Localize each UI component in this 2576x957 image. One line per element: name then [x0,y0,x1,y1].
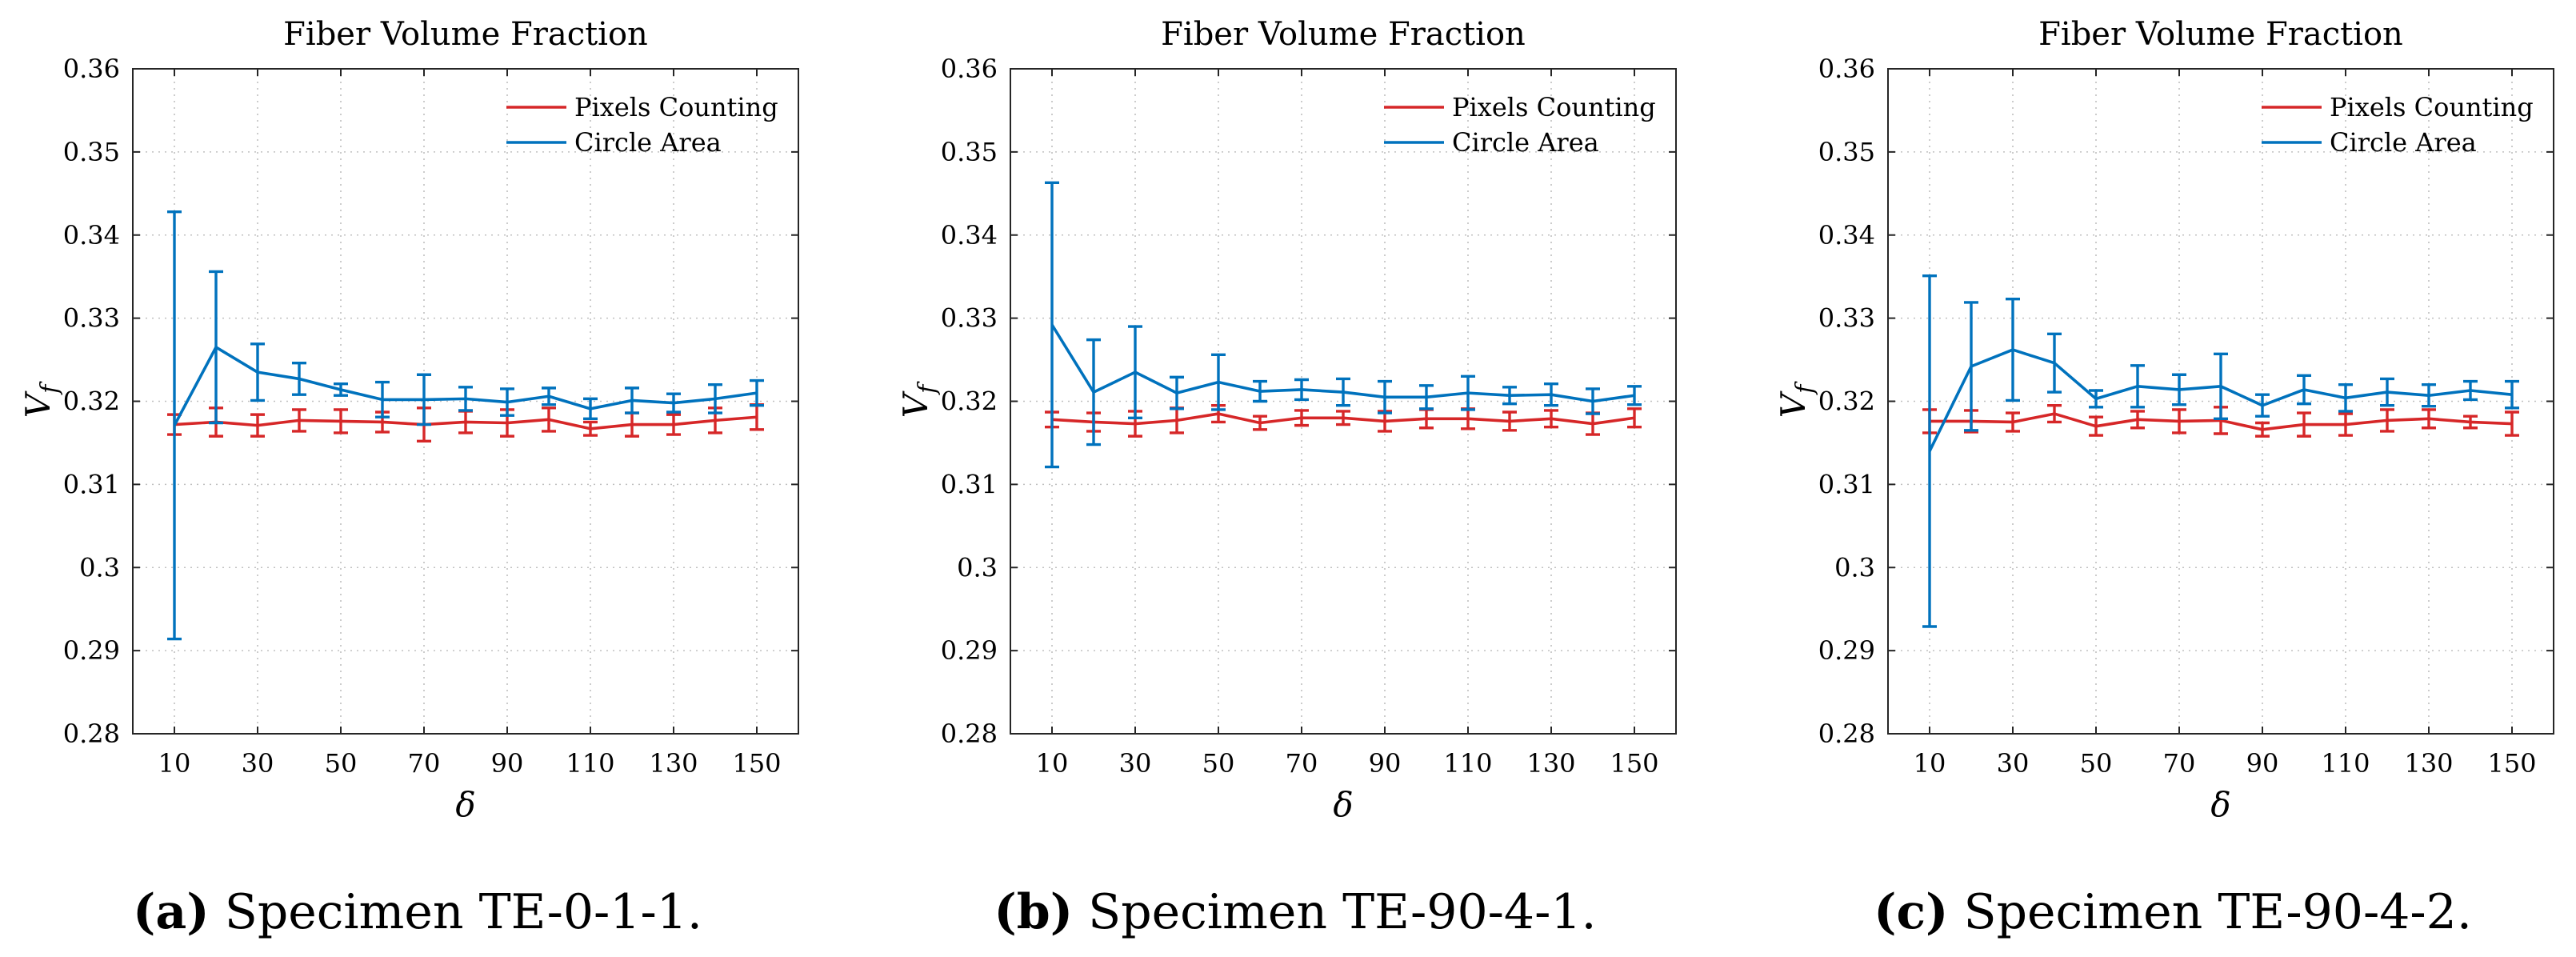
y-tick-label: 0.32 [63,386,120,417]
x-tick-label: 10 [1036,748,1069,779]
x-tick-label: 10 [158,748,191,779]
x-tick-label: 50 [1202,748,1235,779]
legend: Pixels Counting Circle Area [1384,92,1656,158]
y-tick-label: 0.35 [63,137,120,167]
x-tick-label: 50 [2080,748,2113,779]
y-tick-label: 0.35 [1818,137,1875,167]
x-tick-label: 90 [491,748,524,779]
x-tick-label: 130 [1526,748,1575,779]
y-tick-label: 0.33 [1818,303,1875,334]
legend-label: Pixels Counting [2330,92,2534,122]
series-circle-area [1922,274,2519,628]
y-tick-label: 0.29 [63,635,120,666]
figure-caption: (c) Specimen TE-90-4-2. [1874,884,2472,940]
chart-title: Fiber Volume Fraction [1161,16,1526,53]
series-line [1050,323,1635,403]
y-tick-label: 0.31 [63,469,120,499]
x-tick-label: 70 [1286,748,1318,779]
chart-panel-1: 0.28 0.29 0.3 0.31 0.32 0.33 0.34 0.35 0.36 10 30 5… [18,16,799,940]
y-tick-label: 0.36 [941,54,998,84]
series-line [173,346,758,426]
legend-label: Pixels Counting [574,92,778,122]
x-tick-label: 30 [1997,748,2030,779]
legend: Pixels Counting Circle Area [2262,92,2534,158]
y-tick-label: 0.34 [1818,220,1875,250]
y-tick-label: 0.32 [941,386,998,417]
series-line [1928,348,2513,452]
series-line [1930,412,2513,431]
series-circle-area [1045,181,1642,469]
x-axis-label: δ [2210,785,2230,824]
chart-panel-3: 0.28 0.29 0.3 0.31 0.32 0.33 0.34 0.35 0.36 10 30 5… [1774,16,2554,940]
y-tick-label: 0.29 [941,635,998,666]
x-tick-label: 30 [242,748,274,779]
chart-title: Fiber Volume Fraction [2038,16,2403,53]
y-tick-label: 0.29 [1818,635,1875,666]
y-tick-label: 0.3 [79,552,120,583]
x-tick-label: 110 [2321,748,2370,779]
series-line [1051,412,1635,426]
figure-caption: (a) Specimen TE-0-1-1. [133,884,702,940]
y-tick-label: 0.3 [1834,552,1875,583]
y-tick-label: 0.31 [1818,469,1875,499]
x-tick-label: 110 [1443,748,1492,779]
y-axis-label: Vf [896,381,942,418]
x-tick-label: 10 [1914,748,1946,779]
x-tick-label: 150 [732,748,781,779]
x-tick-label: 30 [1119,748,1152,779]
series-circle-area [167,210,764,641]
x-tick-label: 150 [1610,748,1658,779]
chart-title: Fiber Volume Fraction [283,16,648,53]
legend-label: Circle Area [1452,127,1599,158]
y-tick-label: 0.34 [63,220,120,250]
y-tick-label: 0.31 [941,469,998,499]
y-tick-label: 0.36 [63,54,120,84]
legend-label: Circle Area [574,127,722,158]
y-tick-label: 0.32 [1818,386,1875,417]
x-axis-label: δ [455,785,475,824]
legend-label: Pixels Counting [1452,92,1656,122]
legend-label: Circle Area [2330,127,2477,158]
series-line [174,415,758,430]
y-tick-label: 0.34 [941,220,998,250]
y-tick-label: 0.36 [1818,54,1875,84]
x-tick-label: 130 [649,748,698,779]
chart-panel-2: 0.28 0.29 0.3 0.31 0.32 0.33 0.34 0.35 0.36 10 30 5… [896,16,1677,940]
y-tick-label: 0.33 [941,303,998,334]
legend: Pixels Counting Circle Area [506,92,778,158]
x-axis-label: δ [1333,785,1353,824]
y-tick-label: 0.28 [941,719,998,749]
x-tick-label: 90 [2246,748,2279,779]
x-tick-label: 110 [566,748,614,779]
figure-caption: (b) Specimen TE-90-4-1. [994,884,1596,940]
x-tick-label: 70 [2163,748,2196,779]
x-tick-label: 50 [325,748,358,779]
x-tick-label: 130 [2404,748,2453,779]
y-tick-label: 0.28 [1818,719,1875,749]
x-tick-label: 150 [2487,748,2536,779]
y-tick-label: 0.3 [957,552,998,583]
y-tick-label: 0.28 [63,719,120,749]
y-axis-label: Vf [1774,381,1819,418]
y-axis-label: Vf [18,381,64,418]
x-tick-label: 90 [1369,748,1402,779]
y-tick-label: 0.35 [941,137,998,167]
y-tick-label: 0.33 [63,303,120,334]
x-tick-label: 70 [408,748,441,779]
